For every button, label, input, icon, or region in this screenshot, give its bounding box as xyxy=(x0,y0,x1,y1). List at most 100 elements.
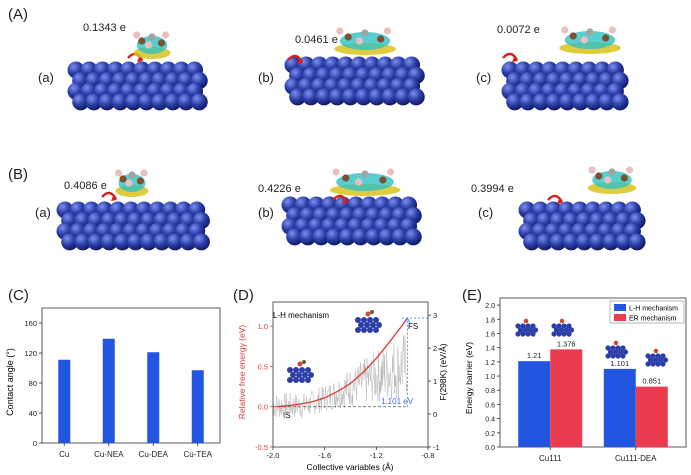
contact-angle-chart: Contact angle (°) 0 40 80 120 160 Cu Cu-NEA Cu-… xyxy=(5,307,221,459)
cu-atom xyxy=(585,93,603,111)
charge-a-a: 0.1343 e xyxy=(83,22,126,34)
d-ytick-left-label: 0.0 xyxy=(258,403,268,412)
thumb-atom xyxy=(652,357,659,363)
thumb-atom xyxy=(647,357,654,363)
d-xtick-label: -1.2 xyxy=(370,451,383,460)
molecule-atom xyxy=(379,176,387,184)
c-ytick-label: 80 xyxy=(29,379,37,388)
molecule-atom xyxy=(344,33,352,41)
thumb-atom xyxy=(556,331,562,337)
d-ylabel-left: Relative free energy (eV) xyxy=(237,325,247,420)
molecule-atom xyxy=(620,174,628,182)
e-ytick-label: 1.2 xyxy=(485,360,495,367)
d-ytick-right-label: 1 xyxy=(433,377,437,386)
thumb-atom xyxy=(607,349,614,355)
d-ytick-right-label: 0 xyxy=(433,410,437,419)
cu-atom xyxy=(127,233,145,251)
thumb-atom xyxy=(657,357,664,363)
cu-atom xyxy=(365,228,383,246)
molecule-atom xyxy=(602,34,610,42)
thumb-atom xyxy=(308,372,314,378)
thumb-atom xyxy=(515,323,521,329)
thumb-atom xyxy=(525,323,531,329)
e-legend-swatch-er xyxy=(614,314,626,321)
d-ytick-right-label: 2 xyxy=(433,344,437,353)
thumb-atom xyxy=(556,323,562,329)
thumb-atom xyxy=(615,353,621,359)
charge-arrow-b-b-head xyxy=(342,199,348,204)
cu-atom xyxy=(61,233,79,251)
cu-atom xyxy=(286,228,304,246)
molecule-atom xyxy=(145,41,153,49)
cu-atom xyxy=(545,93,563,111)
molecule-atom xyxy=(119,175,127,183)
cu-atom xyxy=(407,88,425,106)
cu-atom xyxy=(536,233,554,251)
d-is-label: IS xyxy=(283,411,291,420)
c-ylabel: Contact angle (°) xyxy=(5,348,15,416)
cu-atom xyxy=(85,93,103,111)
thumb-mol-atom xyxy=(297,361,303,367)
e-bar-lh xyxy=(603,368,636,447)
e-ytick-label: 1.0 xyxy=(485,374,495,381)
cu-atom xyxy=(368,88,386,106)
thumb-atom xyxy=(553,327,560,333)
e-ytick-label: 1.8 xyxy=(485,317,495,324)
thumb-atom xyxy=(527,327,534,333)
thumb-atom xyxy=(522,327,529,333)
e-thumb-4 xyxy=(645,348,669,367)
d-ylabel-right: F(298K) (eV/Å) xyxy=(438,343,448,400)
cu-atom xyxy=(100,233,118,251)
panel-label-e: (E) xyxy=(462,287,482,304)
thumb-mol-atom xyxy=(613,340,619,346)
e-ytick-label: 0.6 xyxy=(485,402,495,409)
molecule-atom xyxy=(377,35,385,43)
molecule-atom xyxy=(361,29,369,37)
cu-atom xyxy=(352,228,370,246)
cu-atom xyxy=(140,233,158,251)
thumb-atom xyxy=(530,323,536,329)
cu-atom xyxy=(523,233,541,251)
thumb-atom xyxy=(561,323,567,329)
sub-label-b-c: (c) xyxy=(478,205,494,220)
c-bar xyxy=(147,352,160,443)
charge-a-b: 0.0461 e xyxy=(295,34,338,46)
cu-atom xyxy=(179,233,197,251)
e-plot-frame xyxy=(499,297,687,448)
cu-atom xyxy=(381,88,399,106)
molecule-a-a xyxy=(133,31,171,59)
thumb-atom xyxy=(520,323,526,329)
d-ytick-right-label: -1 xyxy=(433,443,440,452)
thumb-atom xyxy=(525,331,531,337)
molecule-atom xyxy=(604,176,612,184)
molecule-b-c xyxy=(587,166,637,194)
cu-atom xyxy=(164,93,182,111)
d-free-energy-curve xyxy=(276,317,408,408)
c-bar xyxy=(58,359,71,443)
c-ytick-label: 0 xyxy=(33,439,37,448)
thumb-atom xyxy=(612,349,619,355)
d-barrier-label: 1.101 eV xyxy=(381,397,414,406)
c-xtick-label: Cu-TEA xyxy=(184,450,213,459)
cu-atom xyxy=(153,233,171,251)
e-legend-box xyxy=(609,300,685,324)
cu-atom xyxy=(72,93,90,111)
molecule-atom xyxy=(561,26,569,34)
thumb-atom xyxy=(358,322,364,328)
e-thumb-1 xyxy=(515,318,539,337)
thumb-atom xyxy=(610,353,616,359)
d-xtick-label: -2.0 xyxy=(267,451,280,460)
molecule-atom xyxy=(588,166,596,174)
cu-atom xyxy=(572,93,590,111)
thumb-atom xyxy=(620,353,626,359)
thumb-atom xyxy=(299,377,305,383)
charge-arrow-a-b-head xyxy=(297,59,303,64)
energy-barrier-chart: Energy barrier (eV) L-H mechanism ER mec… xyxy=(464,297,687,463)
cu-atom xyxy=(589,233,607,251)
cu-atom xyxy=(519,93,537,111)
thumb-atom xyxy=(622,349,629,355)
thumb-atom xyxy=(355,327,361,333)
molecule-atom xyxy=(608,168,616,176)
cu-atom xyxy=(355,88,373,106)
e-thumb-2 xyxy=(551,318,575,337)
